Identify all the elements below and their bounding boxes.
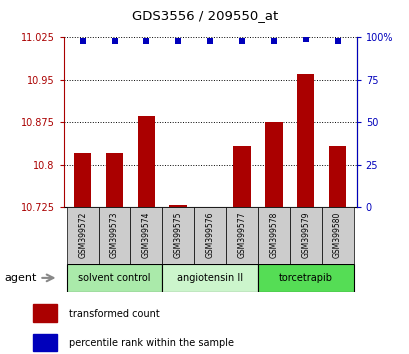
Bar xyxy=(162,264,257,292)
Bar xyxy=(328,147,346,207)
Bar xyxy=(201,206,218,207)
Bar xyxy=(233,147,250,207)
Text: GSM399579: GSM399579 xyxy=(301,212,310,258)
Bar xyxy=(32,333,57,351)
Bar xyxy=(225,207,257,264)
Bar xyxy=(162,207,194,264)
Bar xyxy=(296,74,314,207)
Bar xyxy=(194,207,225,264)
Text: GSM399572: GSM399572 xyxy=(78,212,87,258)
Text: GDS3556 / 209550_at: GDS3556 / 209550_at xyxy=(132,9,277,22)
Bar xyxy=(257,207,289,264)
Text: angiotensin II: angiotensin II xyxy=(177,273,243,283)
Bar xyxy=(137,116,155,207)
Text: GSM399575: GSM399575 xyxy=(173,212,182,258)
Text: torcetrapib: torcetrapib xyxy=(278,273,332,283)
Bar xyxy=(289,207,321,264)
Bar xyxy=(67,207,98,264)
Text: agent: agent xyxy=(4,273,36,283)
Bar xyxy=(169,205,187,207)
Bar xyxy=(32,304,57,322)
Bar xyxy=(74,153,91,207)
Text: GSM399573: GSM399573 xyxy=(110,212,119,258)
Text: GSM399577: GSM399577 xyxy=(237,212,246,258)
Text: GSM399576: GSM399576 xyxy=(205,212,214,258)
Bar xyxy=(106,153,123,207)
Bar xyxy=(67,264,162,292)
Text: transformed count: transformed count xyxy=(69,309,160,319)
Text: GSM399580: GSM399580 xyxy=(332,212,341,258)
Text: solvent control: solvent control xyxy=(78,273,151,283)
Text: percentile rank within the sample: percentile rank within the sample xyxy=(69,338,234,348)
Bar xyxy=(130,207,162,264)
Bar xyxy=(98,207,130,264)
Text: GSM399574: GSM399574 xyxy=(142,212,151,258)
Bar xyxy=(321,207,353,264)
Bar xyxy=(265,122,282,207)
Bar xyxy=(257,264,353,292)
Text: GSM399578: GSM399578 xyxy=(269,212,278,258)
